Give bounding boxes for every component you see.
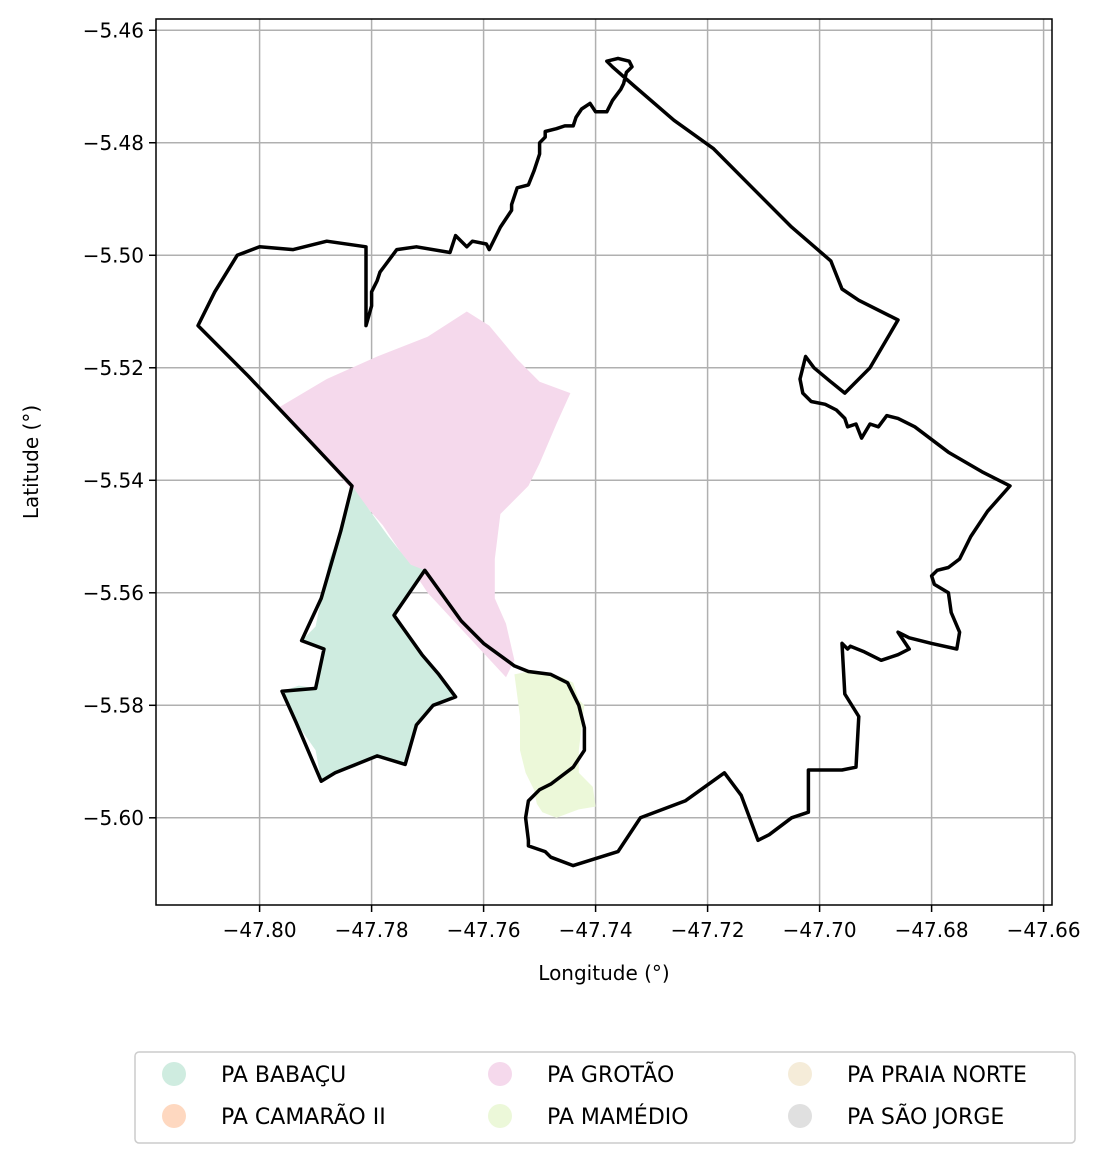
- x-tick-label-2: −47.76: [447, 918, 521, 942]
- y-axis-label: Latitude (°): [19, 405, 43, 519]
- region-pa-baba-u: [282, 485, 456, 782]
- region-pa-mam-dio: [514, 671, 596, 818]
- legend: PA BABAÇU PA CAMARÃO II PA GROTÃO PA MAMÉDI…: [134, 1051, 1076, 1144]
- y-tick-label-1: −5.48: [83, 131, 144, 155]
- y-tick-label-7: −5.60: [83, 806, 144, 830]
- legend-label-0: PA BABAÇU: [221, 1063, 346, 1088]
- x-tick-label-3: −47.74: [559, 918, 633, 942]
- legend-label-5: PA SÃO JORGE: [847, 1103, 1004, 1130]
- legend-label-4: PA PRAIA NORTE: [847, 1063, 1027, 1088]
- x-tick-label-5: −47.70: [783, 918, 857, 942]
- x-tick-label-4: −47.72: [671, 918, 745, 942]
- legend-label-2: PA GROTÃO: [547, 1061, 674, 1088]
- y-tick-label-3: −5.52: [83, 356, 144, 380]
- x-tick-label-1: −47.78: [335, 918, 409, 942]
- legend-label-1: PA CAMARÃO II: [221, 1103, 386, 1130]
- legend-label-3: PA MAMÉDIO: [547, 1104, 689, 1130]
- x-tick-label-7: −47.66: [1007, 918, 1081, 942]
- x-axis-label: Longitude (°): [538, 961, 669, 985]
- y-tick-label-5: −5.56: [83, 581, 144, 605]
- region-fills: [279, 311, 596, 818]
- x-tick-label-6: −47.68: [895, 918, 969, 942]
- region-pa-grot-o: [279, 311, 571, 678]
- legend-marker-2: [488, 1062, 512, 1086]
- y-tick-label-0: −5.46: [83, 18, 144, 42]
- legend-marker-1: [162, 1104, 186, 1128]
- legend-marker-3: [488, 1104, 512, 1128]
- x-tick-label-0: −47.80: [223, 918, 297, 942]
- y-tick-label-6: −5.58: [83, 693, 144, 717]
- boundary-outline: [196, 56, 1012, 868]
- y-tick-label-4: −5.54: [83, 468, 144, 492]
- legend-marker-5: [788, 1104, 812, 1128]
- axis-ticks: −47.80 −47.78 −47.76 −47.74 −47.72 −47.70 −47.…: [83, 18, 1081, 942]
- plot-frame: [155, 18, 1053, 906]
- legend-marker-0: [162, 1062, 186, 1086]
- y-tick-label-2: −5.50: [83, 243, 144, 267]
- municipality-outline: [196, 56, 1012, 868]
- legend-box: [134, 1051, 1076, 1144]
- grid: [156, 19, 1052, 905]
- legend-marker-4: [788, 1062, 812, 1086]
